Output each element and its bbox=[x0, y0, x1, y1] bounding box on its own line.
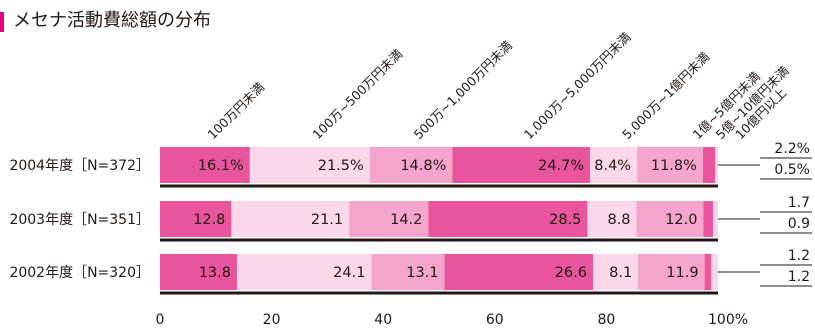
bar-segment bbox=[369, 147, 453, 183]
bar-segment bbox=[452, 147, 591, 183]
row-label: 2002年度［N=320］ bbox=[9, 265, 150, 281]
bar-segment bbox=[428, 201, 588, 237]
bar-segment bbox=[587, 201, 637, 237]
row-label: 2003年度［N=351］ bbox=[9, 212, 150, 228]
side-data-label: 1.2 bbox=[788, 248, 810, 264]
side-data-label: 1.2 bbox=[788, 269, 810, 285]
bar-segment bbox=[711, 254, 718, 290]
data-label: 12.0 bbox=[665, 212, 697, 228]
bar-segment bbox=[237, 254, 372, 290]
bar-segment bbox=[638, 254, 705, 290]
x-tick-label: 40 bbox=[374, 312, 392, 328]
data-label: 13.1 bbox=[406, 265, 438, 281]
data-label: 11.8% bbox=[651, 158, 697, 174]
bar-segment bbox=[593, 254, 639, 290]
data-label: 21.5% bbox=[318, 158, 364, 174]
data-label: 8.1 bbox=[609, 265, 632, 281]
data-label: 28.5 bbox=[549, 212, 581, 228]
bar-segment bbox=[704, 254, 712, 290]
x-tick-label: 0 bbox=[156, 312, 165, 328]
bar-segment bbox=[703, 201, 713, 237]
data-label: 24.1 bbox=[333, 265, 365, 281]
data-label: 21.1 bbox=[311, 212, 343, 228]
side-data-label: 0.5% bbox=[774, 162, 810, 178]
bar-segment bbox=[231, 201, 350, 237]
side-data-label: 2.2% bbox=[774, 141, 810, 157]
bar-segment bbox=[349, 201, 429, 237]
bar-segment bbox=[371, 254, 445, 290]
data-label: 8.4% bbox=[594, 158, 631, 174]
data-label: 26.6 bbox=[555, 265, 587, 281]
category-label: 100万~500万円未満 bbox=[309, 46, 405, 142]
category-label: 500万~1,000万円未満 bbox=[411, 38, 515, 142]
bar-segment bbox=[712, 201, 718, 237]
bar-segment bbox=[249, 147, 370, 183]
category-label: 1,000万~5,000万円未満 bbox=[521, 29, 634, 142]
bar-segment bbox=[160, 201, 232, 237]
category-label: 100万円未満 bbox=[204, 79, 267, 142]
bar-segment bbox=[590, 147, 638, 183]
data-label: 14.8% bbox=[400, 158, 446, 174]
data-label: 24.7% bbox=[538, 158, 584, 174]
data-label: 14.2 bbox=[390, 212, 422, 228]
x-tick-label: 80 bbox=[597, 312, 615, 328]
data-label: 8.8 bbox=[607, 212, 630, 228]
title-accent-bar bbox=[0, 12, 4, 32]
bar-segment bbox=[637, 147, 703, 183]
side-data-label: 0.9 bbox=[788, 216, 810, 232]
data-label: 16.1% bbox=[198, 158, 244, 174]
side-data-label: 1.7 bbox=[788, 195, 810, 211]
x-tick-label: 60 bbox=[486, 312, 504, 328]
row-label: 2004年度［N=372］ bbox=[9, 158, 150, 174]
data-label: 11.9 bbox=[666, 265, 698, 281]
bar-segment bbox=[636, 201, 704, 237]
bar-segment bbox=[160, 147, 250, 183]
bar-segment bbox=[702, 147, 716, 183]
bar-segment bbox=[444, 254, 594, 290]
data-label: 12.8 bbox=[193, 212, 225, 228]
bar-segment bbox=[715, 147, 718, 183]
x-tick-label: 20 bbox=[263, 312, 281, 328]
x-tick-label: 100% bbox=[708, 312, 748, 328]
chart-title: メセナ活動費総額の分布 bbox=[13, 10, 211, 31]
bar-segment bbox=[160, 254, 238, 290]
data-label: 13.8 bbox=[199, 265, 231, 281]
